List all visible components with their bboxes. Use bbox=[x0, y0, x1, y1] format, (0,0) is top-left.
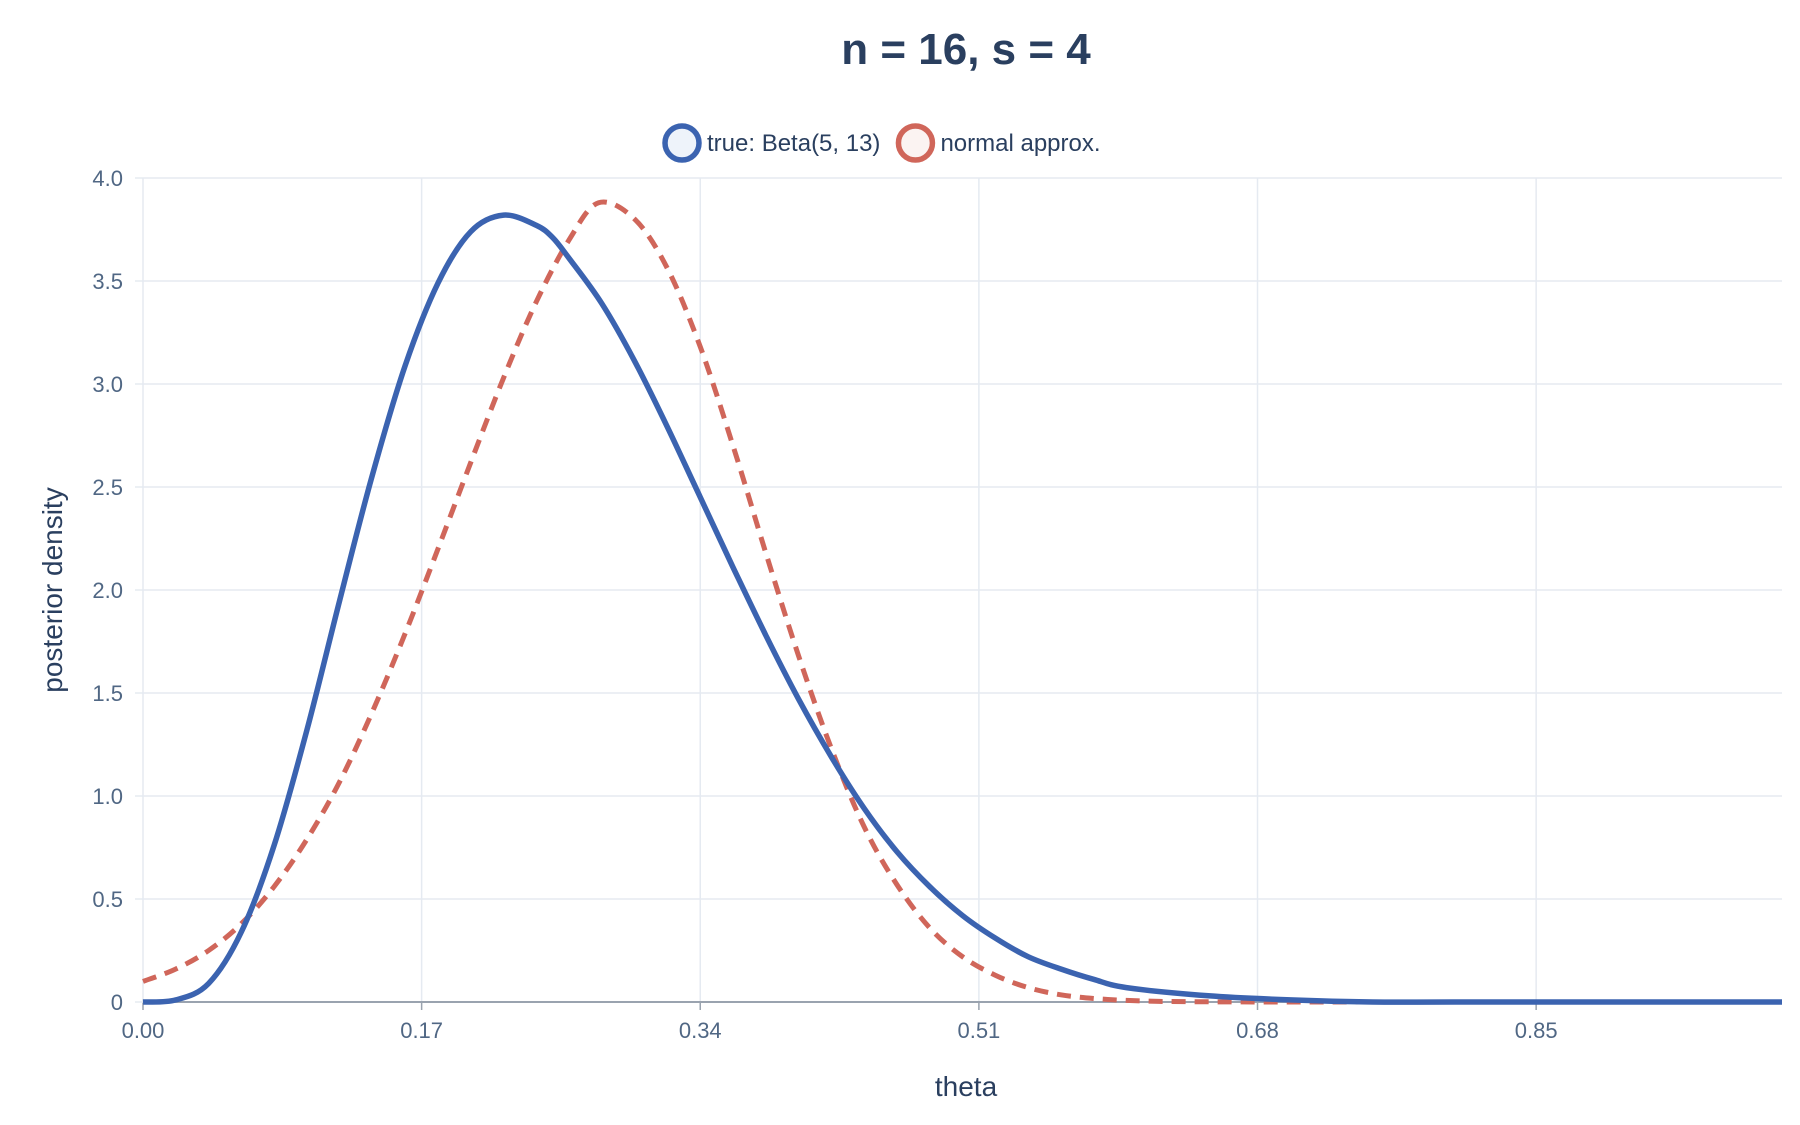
x-tick-label: 0.51 bbox=[957, 1018, 1000, 1043]
legend-marker bbox=[895, 123, 936, 163]
x-tick-label: 0.34 bbox=[679, 1018, 722, 1043]
y-tick-label: 1.5 bbox=[92, 681, 123, 706]
x-axis-ticks: 0.00 0.17 0.34 0.51 0.68 0.85 bbox=[122, 1002, 1558, 1043]
grid bbox=[142, 177, 1782, 1003]
y-tick-label: 2.5 bbox=[92, 475, 123, 500]
normal-approx-curve bbox=[142, 199, 1782, 1005]
y-tick-label: 0 bbox=[111, 990, 123, 1015]
y-tick-label: 4.0 bbox=[92, 166, 123, 191]
x-tick-label: 0.00 bbox=[122, 1018, 165, 1043]
x-axis-label: theta bbox=[935, 1071, 998, 1102]
y-tick-label: 1.0 bbox=[92, 784, 123, 809]
y-tick-label: 3.5 bbox=[92, 269, 123, 294]
x-tick-label: 0.85 bbox=[1515, 1018, 1558, 1043]
x-tick-label: 0.68 bbox=[1236, 1018, 1279, 1043]
legend-label: true: Beta(5, 13) bbox=[707, 130, 880, 157]
x-tick-label: 0.17 bbox=[400, 1018, 443, 1043]
y-tick-label: 3.0 bbox=[92, 372, 123, 397]
legend-label: normal approx. bbox=[940, 130, 1100, 157]
y-axis-ticks: 0 0.5 1.0 1.5 2.0 2.5 3.0 3.5 4.0 bbox=[92, 166, 143, 1015]
y-tick-label: 2.0 bbox=[92, 578, 123, 603]
beta-true-curve bbox=[142, 212, 1782, 1005]
axes: 0.00 0.17 0.34 0.51 0.68 0.85 0 0.5 1.0 1.5 2.0 2.… bbox=[92, 166, 1557, 1043]
legend-marker bbox=[662, 123, 702, 163]
y-axis-label: posterior density bbox=[37, 487, 68, 692]
y-tick-label: 0.5 bbox=[92, 887, 123, 912]
chart-title: n = 16, s = 4 bbox=[841, 25, 1091, 74]
legend: true: Beta(5, 13) normal approx. bbox=[662, 123, 1101, 163]
series bbox=[142, 199, 1782, 1005]
